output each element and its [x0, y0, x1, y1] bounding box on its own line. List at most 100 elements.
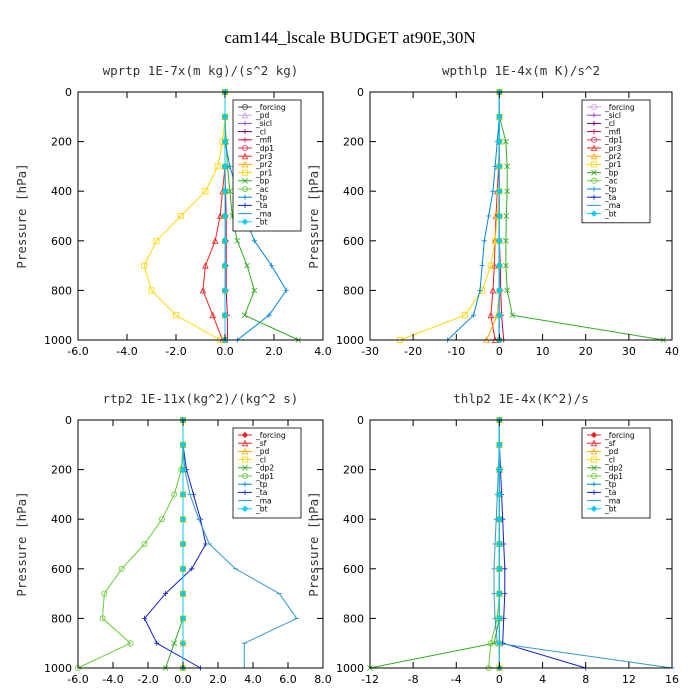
legend: _forcing_sf_pd_cl_dp2_dp1_tp_ta_ma_bt [232, 427, 302, 519]
data-point [179, 441, 187, 448]
data-point [154, 640, 160, 646]
y-tick-label: 0 [357, 414, 364, 427]
x-tick-label: -6.0 [67, 345, 88, 358]
legend-marker [590, 431, 598, 439]
legend-marker [591, 161, 598, 168]
legend-label: _bp [604, 168, 619, 177]
legend-label: _mfl [255, 136, 272, 145]
data-point [251, 238, 257, 244]
legend-label: _cl [255, 127, 266, 136]
data-point [481, 238, 487, 244]
data-point [141, 615, 148, 621]
legend-label: _forcing [255, 431, 286, 440]
data-point [496, 163, 503, 170]
data-point [496, 441, 503, 448]
x-tick-label: 8 [582, 673, 589, 686]
y-tick-label: 0 [357, 86, 364, 99]
legend-label: _pd [255, 447, 270, 456]
data-point [496, 188, 503, 195]
data-point [504, 287, 511, 294]
data-point [502, 566, 508, 572]
data-point [221, 188, 229, 195]
data-point [266, 312, 272, 318]
data-point [221, 312, 229, 319]
legend-label: _pd [604, 447, 619, 456]
legend-label: _pr2 [604, 152, 622, 161]
data-point [244, 262, 250, 269]
y-tick-label: 800 [51, 284, 72, 297]
data-point [491, 262, 498, 269]
legend-label: _bp [255, 177, 270, 186]
legend: _forcing_sicl_cl_mfl_dp1_pr3_pr2_pr1_bp_… [581, 99, 651, 224]
y-tick-label: 400 [51, 185, 72, 198]
data-point [503, 237, 509, 244]
legend-marker [242, 194, 248, 200]
legend-label: _forcing [604, 103, 635, 112]
legend-marker [242, 177, 248, 184]
y-tick-label: 600 [343, 563, 364, 576]
x-tick-label: 0.0 [174, 673, 192, 686]
legend-marker [591, 136, 598, 143]
plot-frame [369, 91, 673, 341]
legend-label: _pr3 [604, 144, 622, 153]
data-point [221, 113, 229, 120]
data-point [216, 212, 224, 219]
data-point [221, 237, 229, 244]
legend-marker [591, 169, 597, 176]
x-tick-label: 8.0 [314, 673, 332, 686]
data-point [487, 262, 494, 269]
legend-label: _tp [604, 480, 617, 489]
data-point [141, 262, 148, 269]
legend-label: _dp1 [604, 136, 623, 145]
data-point [171, 491, 178, 498]
legend-marker [242, 202, 248, 208]
legend-label: _ma [255, 209, 272, 218]
legend-marker [590, 210, 598, 217]
y-tick-label: 200 [51, 136, 72, 149]
series-line [143, 92, 226, 341]
legend-label: _ma [604, 201, 621, 210]
data-point [177, 212, 184, 219]
data-point [179, 491, 187, 498]
data-point [179, 540, 187, 548]
x-tick-label: 16 [665, 673, 679, 686]
data-point [487, 640, 494, 647]
legend-marker [241, 104, 248, 111]
series-dp2 [367, 417, 503, 671]
legend-label: _sicl [255, 119, 272, 128]
data-point [158, 516, 165, 523]
legend-label: _forcing [604, 431, 635, 440]
data-point [496, 565, 503, 572]
legend-label: _dp1 [255, 472, 274, 481]
data-point [470, 312, 477, 318]
chart-panel-1: wprtp 1E-7x(m kg)/(s^2 kg) Pressure [hPa]… [14, 63, 332, 358]
data-point [221, 163, 229, 170]
x-tick-label: 20 [579, 345, 593, 358]
data-point [496, 212, 503, 220]
legend-label: _dp2 [255, 464, 274, 473]
data-point [496, 262, 503, 269]
x-tick-label: -12 [361, 673, 379, 686]
series-line [144, 420, 207, 669]
y-tick-label: 200 [343, 464, 364, 477]
x-tick-label: -4 [451, 673, 462, 686]
legend-marker [242, 489, 248, 495]
legend-marker [241, 456, 248, 463]
legend-label: _pr2 [255, 160, 273, 169]
legend-label: _dp2 [604, 464, 623, 473]
series-bt [496, 88, 503, 344]
x-tick-label: 0 [496, 345, 503, 358]
legend-label: _cl [604, 455, 615, 464]
x-tick-label: 0.0 [216, 345, 234, 358]
data-point [171, 640, 178, 647]
data-point [504, 188, 511, 195]
y-axis-label: Pressure [hPa] [306, 163, 321, 268]
chart-panel-3: rtp2 1E-11x(kg^2)/(kg^2 s) Pressure [hPa]… [14, 391, 332, 686]
legend-marker [241, 447, 249, 455]
data-point [221, 212, 229, 220]
legend-label: _ta [604, 488, 616, 497]
legend-label: _ac [255, 185, 268, 194]
legend-marker [241, 185, 248, 192]
legend-label: _sf [255, 439, 267, 448]
data-point [172, 312, 179, 319]
